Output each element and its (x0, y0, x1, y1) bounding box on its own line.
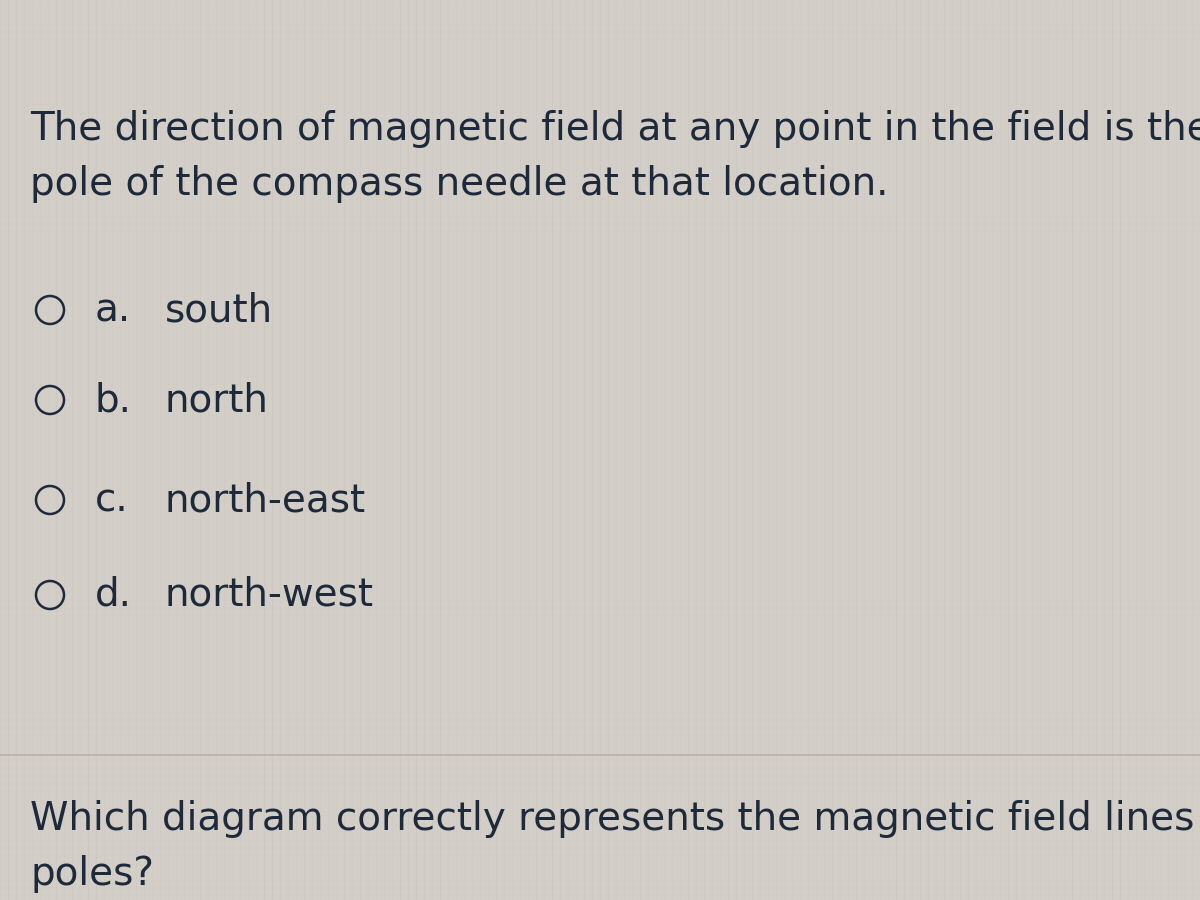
Text: north-west: north-west (166, 576, 374, 614)
Text: The direction of magnetic field at any point in the field is the direction of: The direction of magnetic field at any p… (30, 110, 1200, 148)
Text: north: north (166, 381, 269, 419)
Text: north-east: north-east (166, 481, 366, 519)
Text: c.: c. (95, 481, 128, 519)
Text: pole of the compass needle at that location.: pole of the compass needle at that locat… (30, 165, 888, 203)
Text: b.: b. (95, 381, 132, 419)
Text: south: south (166, 291, 274, 329)
Text: poles?: poles? (30, 855, 154, 893)
Text: d.: d. (95, 576, 132, 614)
Text: a.: a. (95, 291, 131, 329)
Text: Which diagram correctly represents the magnetic field lines between two: Which diagram correctly represents the m… (30, 800, 1200, 838)
